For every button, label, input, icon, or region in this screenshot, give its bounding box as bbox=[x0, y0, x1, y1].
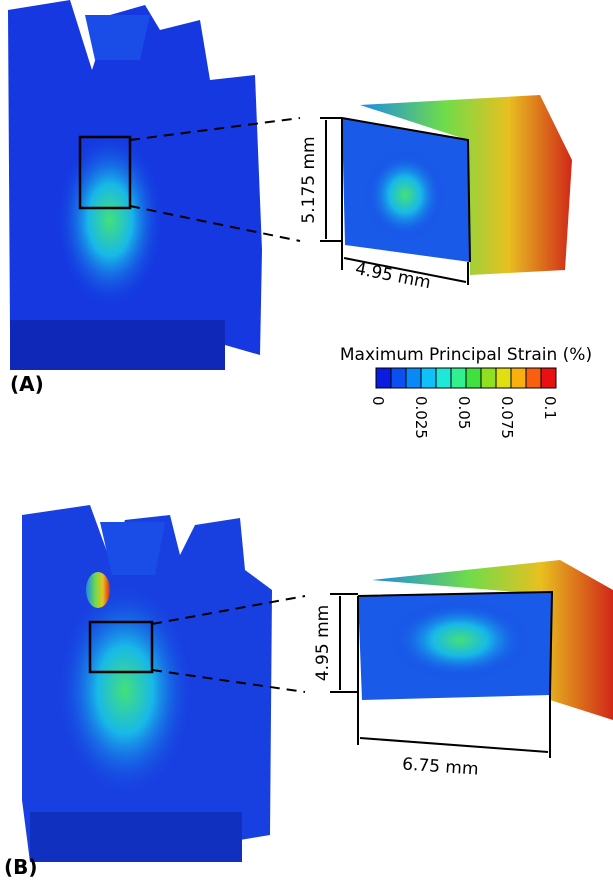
inset-a bbox=[320, 95, 572, 285]
colorbar-ticks: 0 0.025 0.05 0.075 0.1 bbox=[369, 396, 559, 439]
colorbar-cell bbox=[481, 368, 496, 388]
colorbar-cell bbox=[526, 368, 541, 388]
width-dimension: 4.95 mm bbox=[354, 259, 433, 293]
model-base bbox=[10, 320, 225, 370]
strain-field bbox=[86, 572, 110, 608]
colorbar-tick-label: 0.1 bbox=[541, 396, 559, 420]
colorbar-tick-label: 0.075 bbox=[498, 396, 516, 439]
panel-label: (A) bbox=[10, 372, 44, 396]
figure: 5.175 mm 4.95 mm (A) Maximum Principal S… bbox=[0, 0, 613, 888]
colorbar-cell bbox=[391, 368, 406, 388]
model-b bbox=[22, 505, 272, 862]
colorbar-cell bbox=[466, 368, 481, 388]
colorbar-cell bbox=[541, 368, 556, 388]
colorbar-cell bbox=[376, 368, 391, 388]
colorbar-tick-label: 0.025 bbox=[412, 396, 430, 439]
model-base bbox=[30, 812, 242, 862]
strain-field bbox=[390, 600, 530, 680]
colorbar-tick-label: 0.05 bbox=[455, 396, 473, 429]
strain-field bbox=[55, 130, 165, 310]
colorbar bbox=[376, 368, 556, 388]
model-a bbox=[8, 0, 262, 370]
width-dimension: 6.75 mm bbox=[402, 754, 480, 779]
legend-title: Maximum Principal Strain (%) bbox=[340, 345, 592, 365]
colorbar-cell bbox=[451, 368, 466, 388]
inset-b bbox=[330, 560, 613, 758]
colorbar-cell bbox=[511, 368, 526, 388]
colorbar-cell bbox=[421, 368, 436, 388]
height-dimension: 5.175 mm bbox=[299, 136, 319, 223]
colorbar-cell bbox=[436, 368, 451, 388]
panel-label: (B) bbox=[4, 855, 38, 879]
colorbar-cell bbox=[496, 368, 511, 388]
dim-line bbox=[360, 738, 548, 752]
colorbar-cell bbox=[406, 368, 421, 388]
model-cap bbox=[85, 15, 150, 60]
strain-field bbox=[365, 150, 445, 240]
strain-field bbox=[55, 580, 195, 800]
colorbar-tick-label: 0 bbox=[369, 396, 387, 406]
height-dimension: 4.95 mm bbox=[313, 605, 333, 681]
